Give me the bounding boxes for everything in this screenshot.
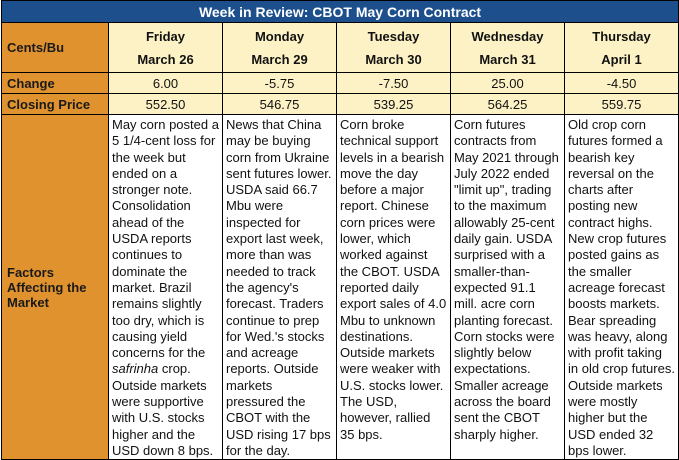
day-date: March 29 xyxy=(251,51,308,67)
change-tuesday: -7.50 xyxy=(336,72,451,94)
factors-wednesday: Corn futures contracts from May 2021 thr… xyxy=(450,113,565,460)
factors-tuesday: Corn broke technical support levels in a… xyxy=(336,113,451,460)
factors-friday: May corn posted a 5 1/4-cent loss for th… xyxy=(108,113,223,460)
factors-monday: News that China may be buying corn from … xyxy=(222,113,337,460)
factors-text: May corn posted a 5 1/4-cent loss for th… xyxy=(112,117,219,361)
factors-label: Factors Affecting the Market xyxy=(1,113,109,460)
factors-italic-term: safrinha xyxy=(112,361,159,377)
day-name: Tuesday xyxy=(367,28,420,44)
factors-thursday: Old crop corn futures formed a bearish k… xyxy=(563,113,679,460)
close-thursday: 559.75 xyxy=(563,93,679,115)
change-thursday: -4.50 xyxy=(563,72,679,94)
change-monday: -5.75 xyxy=(222,72,337,94)
day-date: April 1 xyxy=(601,51,642,67)
change-wednesday: 25.00 xyxy=(450,72,565,94)
day-header-wednesday: Wednesday March 31 xyxy=(450,22,565,73)
day-name: Wednesday xyxy=(471,28,544,44)
close-friday: 552.50 xyxy=(108,93,223,115)
day-name: Friday xyxy=(145,28,185,44)
day-header-friday: Friday March 26 xyxy=(108,22,223,73)
close-wednesday: 564.25 xyxy=(450,93,565,115)
units-label: Cents/Bu xyxy=(1,22,109,73)
day-name: Thursday xyxy=(592,28,651,44)
day-date: March 30 xyxy=(365,51,422,67)
day-date: March 31 xyxy=(479,51,536,67)
factors-text-tail: crop. Outside markets were supportive wi… xyxy=(112,361,214,458)
day-name: Monday xyxy=(254,28,305,44)
day-header-tuesday: Tuesday March 30 xyxy=(336,22,451,73)
day-date: March 26 xyxy=(137,51,194,67)
close-monday: 546.75 xyxy=(222,93,337,115)
change-label: Change xyxy=(1,72,109,94)
table-title: Week in Review: CBOT May Corn Contract xyxy=(0,0,679,23)
day-header-thursday: Thursday April 1 xyxy=(563,22,679,73)
change-friday: 6.00 xyxy=(108,72,223,94)
closing-price-label: Closing Price xyxy=(1,93,109,115)
day-header-monday: Monday March 29 xyxy=(222,22,337,73)
close-tuesday: 539.25 xyxy=(336,93,451,115)
